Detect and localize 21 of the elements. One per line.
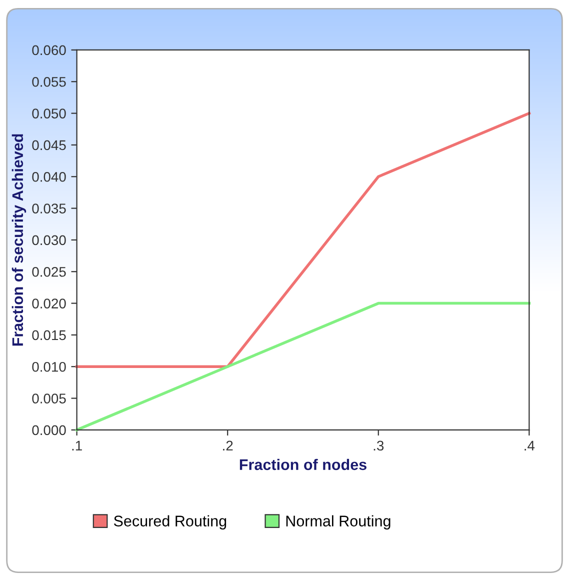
y-tick-label: 0.030 [32, 235, 66, 246]
y-tick-label: 0.060 [32, 45, 66, 56]
x-axis-title: Fraction of nodes [240, 458, 366, 470]
y-tick-label: 0.055 [32, 76, 66, 87]
y-tick-label: 0.015 [32, 330, 66, 340]
y-tick-label: 0.020 [32, 298, 66, 308]
y-tick-label: 0.040 [32, 172, 66, 182]
legend-label: Normal Routing [286, 515, 390, 530]
x-tick-label: .3 [374, 440, 384, 451]
y-tick-label: 0.035 [32, 204, 66, 214]
y-tick-label: 0.005 [32, 394, 66, 404]
y-tick-label: 0.000 [32, 425, 66, 436]
x-tick-label: .2 [223, 440, 233, 450]
y-tick-label: 0.010 [32, 362, 66, 372]
legend-label: Secured Routing [114, 515, 226, 530]
y-tick-label: 0.025 [32, 266, 66, 277]
x-tick-label: .4 [524, 440, 535, 450]
y-tick-label: 0.050 [32, 108, 66, 118]
y-axis-title: Fraction of security Achieved [12, 134, 26, 346]
y-tick-label: 0.045 [32, 140, 66, 150]
x-tick-label: .1 [72, 440, 82, 450]
